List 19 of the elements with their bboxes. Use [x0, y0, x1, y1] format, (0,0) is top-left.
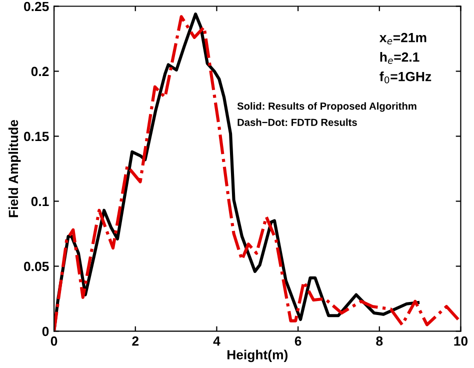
x-tick-label: 2 [132, 336, 139, 346]
y-axis-title: Field Amplitude [8, 120, 21, 218]
y-tick-label: 0.05 [24, 262, 49, 272]
y-tick-label: 0.1 [31, 196, 49, 206]
y-tick-label: 0.15 [24, 132, 49, 142]
annotation: f$_{0}$=1GHz [380, 72, 432, 84]
x-tick-label: 6 [294, 336, 302, 346]
annotation: h$_{e}$=2.1 [380, 52, 420, 64]
x-tick-label: 0 [50, 336, 58, 346]
x-axis-title: Height(m) [227, 350, 288, 362]
annotation: x$_{e}$=21m [379, 32, 426, 44]
annotation: Dash−Dot: FDTD Results [238, 118, 357, 126]
x-tick-label: 8 [376, 336, 383, 346]
y-tick-label: 0 [42, 326, 49, 336]
y-tick-label: 0.25 [24, 2, 49, 12]
y-tick-label: 0.2 [31, 66, 49, 76]
annotation: Solid: Results of Proposed Algorithm [237, 102, 416, 112]
x-tick-label: 4 [213, 336, 220, 346]
x-tick-label: 10 [454, 336, 468, 346]
